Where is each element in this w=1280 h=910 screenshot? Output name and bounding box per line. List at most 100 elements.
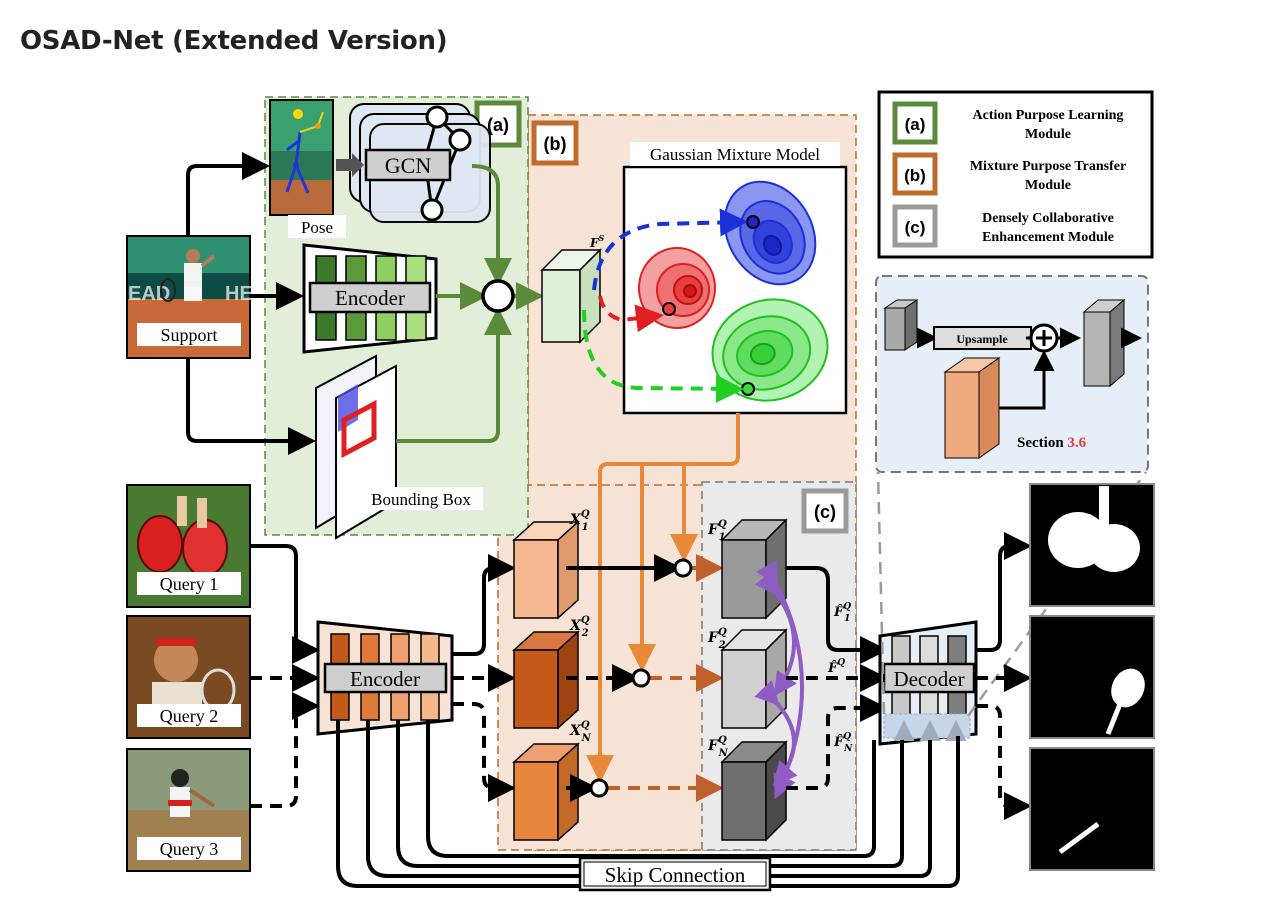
pose-image: Pose — [269, 99, 346, 238]
fn-letter: F — [707, 738, 719, 754]
x2-letter: X — [569, 618, 582, 634]
legend: (a) Action Purpose Learning Module (b) M… — [877, 90, 1154, 259]
x1-letter: X — [569, 512, 582, 528]
f2-sub: 2 — [718, 640, 726, 651]
output-mask-2 — [1029, 615, 1155, 739]
fh1-label: F̂Q 1 — [833, 602, 851, 624]
legend-tag-b: (b) — [904, 166, 926, 185]
legend-item-b: (b) Mixture Purpose Transfer Module — [892, 152, 1126, 196]
fh2-sup: Q — [837, 658, 845, 668]
xn-letter: X — [569, 723, 582, 739]
x2-label: XQ 2 — [569, 615, 590, 639]
legend-label-b-line1: Mixture Purpose Transfer — [970, 159, 1126, 174]
query-input-arrows — [250, 544, 320, 808]
collaboration-arrows — [754, 560, 804, 800]
fuse-node-2-icon — [631, 668, 651, 688]
legend-item-a: (a) Action Purpose Learning Module — [892, 101, 1124, 145]
f-to-decoder-arrows — [786, 566, 888, 790]
inset-skip-block — [943, 357, 1001, 459]
f1-sub: 1 — [719, 532, 726, 543]
support-image: EAD HE Support — [126, 235, 253, 359]
fs-letter: F — [589, 236, 600, 250]
fh2-letter: F̂ — [827, 660, 838, 676]
module-c-tag: (c) — [801, 488, 849, 534]
decoder-label: Decoder — [893, 667, 964, 691]
upsample-label: Upsample — [956, 332, 1008, 346]
f1-label: FQ 1 — [707, 519, 727, 543]
gcn-label: GCN — [385, 153, 432, 178]
fs-sup: S — [599, 233, 605, 243]
query2-image: Query 2 — [126, 615, 251, 739]
query3-image: Query 3 — [126, 748, 251, 872]
legend-label-b-line2: Module — [1025, 178, 1071, 193]
section-label: Section 3.6 — [1017, 435, 1087, 451]
bounding-box-label: Bounding Box — [371, 490, 471, 509]
f1-letter: F — [707, 522, 719, 538]
fhn-sup: Q — [843, 732, 851, 742]
section-number: 3.6 — [1067, 435, 1086, 451]
xn-block — [512, 742, 580, 842]
module-c-tag-text: (c) — [814, 502, 836, 522]
gcn-stack: GCN — [349, 103, 491, 223]
legend-label-c-line1: Densely Collaborative — [982, 211, 1114, 226]
legend-item-c: (c) Densely Collaborative Enhancement Mo… — [892, 204, 1114, 248]
query1-label: Query 1 — [160, 574, 218, 594]
f2-sup: Q — [718, 627, 727, 638]
fn-label: FQ N — [707, 735, 729, 759]
query1-image: Query 1 — [126, 484, 251, 608]
gmm-panel: Gaussian Mixture Model — [622, 142, 848, 415]
support-label: Support — [160, 325, 217, 345]
legend-tag-c: (c) — [905, 218, 926, 237]
query3-label: Query 3 — [160, 839, 218, 859]
sum-node-icon — [1029, 323, 1059, 353]
green-fusion-arrows — [396, 164, 544, 443]
gmm-sample-arrows — [582, 208, 748, 403]
fuse-node-n-icon — [589, 778, 609, 798]
query-encoder: Encoder — [316, 620, 454, 736]
f2-label: FQ 2 — [707, 627, 727, 651]
fh1-sub: 1 — [844, 614, 850, 624]
page-title: OSAD-Net (Extended Version) — [20, 26, 448, 56]
output-mask-1 — [1029, 483, 1155, 607]
fhn-label: F̂Q N — [833, 732, 853, 754]
module-b-tag: (b) — [531, 120, 579, 166]
pose-to-gcn-arrow — [336, 153, 364, 177]
module-b-tag-text: (b) — [544, 134, 567, 154]
support-encoder-label: Encoder — [335, 286, 405, 310]
fhn-sub: N — [843, 744, 853, 754]
legend-label-a-line1: Action Purpose Learning — [973, 108, 1124, 123]
fn-sup: Q — [718, 735, 727, 746]
f2-block — [720, 628, 788, 730]
x2-sup: Q — [581, 615, 590, 626]
x1-sub: 1 — [582, 522, 589, 533]
x-to-f-arrows — [566, 554, 724, 802]
module-a-tag-text: (a) — [487, 115, 509, 135]
x1-label: XQ 1 — [569, 509, 590, 533]
output-mask-3 — [1029, 747, 1155, 871]
x1-sup: Q — [581, 509, 590, 520]
bounding-box-frames: Bounding Box — [315, 354, 483, 540]
gmm-guidance-arrows — [586, 413, 740, 783]
fh1-sup: Q — [843, 602, 851, 612]
query-encoder-label: Encoder — [350, 667, 420, 691]
support-encoder: Encoder — [302, 243, 438, 354]
f1-sup: Q — [718, 519, 727, 530]
support-arrows — [186, 152, 316, 455]
skip-connection-box: Skip Connection — [578, 856, 772, 892]
inset-output-block — [1082, 298, 1126, 388]
decoder-output-arrows — [976, 532, 1032, 820]
fn-sub: N — [718, 748, 729, 759]
f1-block — [720, 518, 788, 620]
xn-sup: Q — [581, 720, 590, 731]
pose-label: Pose — [301, 218, 333, 237]
fhn-letter: F̂ — [833, 734, 844, 750]
inset-input-block — [883, 299, 919, 351]
section-prefix: Section — [1017, 435, 1067, 451]
fusion-node-icon — [481, 279, 515, 313]
section-inset: Upsample Section 3.6 — [875, 275, 1149, 473]
svg-text:EAD: EAD — [128, 283, 170, 305]
legend-label-c-line2: Enhancement Module — [982, 230, 1114, 245]
fs-label: FS — [589, 233, 605, 250]
legend-tag-a: (a) — [905, 115, 926, 134]
